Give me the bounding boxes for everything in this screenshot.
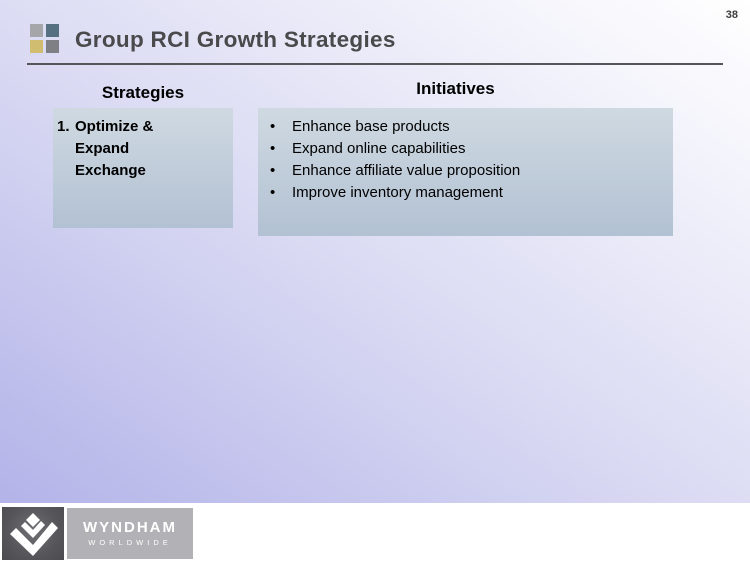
brand-subtitle: WORLDWIDE [88, 538, 172, 547]
bullet-item: Enhance affiliate value proposition [258, 160, 673, 182]
footer: WYNDHAM WORLDWIDE For every kind of trav… [0, 503, 750, 562]
initiatives-box: Enhance base products Expand online capa… [258, 108, 673, 236]
initiatives-column-header: Initiatives [416, 79, 495, 98]
slide-background [0, 0, 750, 503]
strategies-box: 1. Optimize & Expand Exchange [53, 108, 233, 228]
page-number: 38 [725, 9, 738, 21]
bullet-item: Improve inventory management [258, 182, 673, 204]
title-underline [27, 63, 723, 65]
logo-square-bottom-left [30, 40, 43, 53]
wyndham-w-icon [2, 507, 64, 560]
bullet-item: Expand online capabilities [258, 138, 673, 160]
page-title: Group RCI Growth Strategies [75, 27, 396, 52]
logo-square-bottom-right [46, 40, 59, 53]
logo-square-top-left [30, 24, 43, 37]
bullet-item: Enhance base products [258, 116, 673, 138]
brand-name: WYNDHAM [83, 519, 177, 536]
strategy-item-text: Optimize & Expand Exchange [75, 118, 154, 179]
logo-grid-icon [30, 24, 60, 54]
strategy-item-number: 1. [57, 118, 70, 135]
strategy-item: 1. Optimize & Expand Exchange [57, 116, 229, 182]
initiatives-bullet-list: Enhance base products Expand online capa… [258, 116, 673, 204]
brand-box: WYNDHAM WORLDWIDE [67, 508, 193, 559]
strategies-column-header: Strategies [101, 83, 185, 102]
logo-square-top-right [46, 24, 59, 37]
